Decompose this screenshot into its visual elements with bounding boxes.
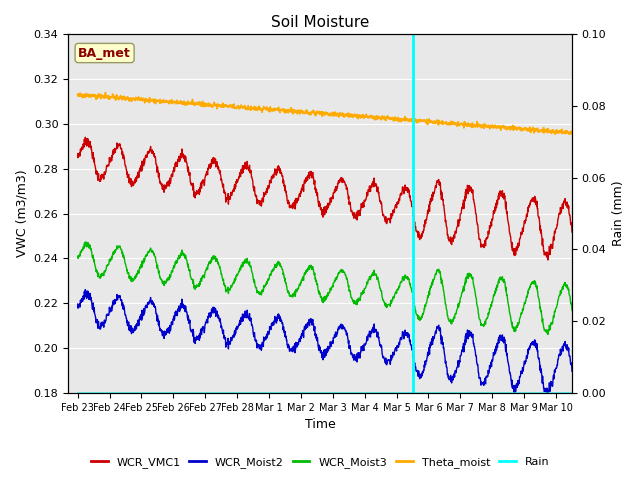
WCR_Moist2 [284,345,292,351]
Theta_moist [303,109,310,115]
WCR_VMC1 [294,196,302,202]
X-axis label: Time: Time [305,419,335,432]
Theta_moist [102,90,109,96]
Y-axis label: Rain (mm): Rain (mm) [612,181,625,246]
WCR_Moist3 [74,253,81,259]
Line: Theta_moist: Theta_moist [77,93,572,134]
WCR_Moist2 [294,341,302,347]
Rain [303,390,310,396]
WCR_VMC1 [284,201,292,206]
WCR_Moist2 [568,368,576,374]
WCR_Moist2 [544,394,552,399]
WCR_VMC1 [568,229,576,235]
Line: WCR_Moist3: WCR_Moist3 [77,242,572,335]
WCR_VMC1 [132,179,140,184]
WCR_VMC1 [74,151,81,156]
WCR_Moist3 [132,274,140,280]
Theta_moist [74,91,81,97]
WCR_Moist3 [303,268,310,274]
Theta_moist [284,107,292,112]
Rain [284,390,291,396]
Theta_moist [565,132,573,137]
WCR_Moist2 [81,287,89,292]
Line: WCR_Moist2: WCR_Moist2 [77,289,572,396]
WCR_Moist2 [132,326,140,332]
WCR_VMC1 [303,177,310,183]
Line: WCR_VMC1: WCR_VMC1 [77,137,572,260]
WCR_Moist3 [284,289,292,295]
Rain [294,390,301,396]
WCR_VMC1 [81,134,89,140]
WCR_Moist3 [113,247,120,252]
WCR_Moist3 [568,308,576,313]
WCR_Moist2 [303,324,310,330]
Y-axis label: VWC (m3/m3): VWC (m3/m3) [15,170,28,257]
Rain [355,390,363,396]
Text: BA_met: BA_met [78,47,131,60]
Theta_moist [568,130,576,135]
Legend: WCR_VMC1, WCR_Moist2, WCR_Moist3, Theta_moist, Rain: WCR_VMC1, WCR_Moist2, WCR_Moist3, Theta_… [86,452,554,472]
WCR_VMC1 [544,257,552,263]
WCR_Moist2 [113,297,120,303]
Rain [112,390,120,396]
WCR_Moist2 [74,301,81,307]
Theta_moist [132,96,140,102]
Theta_moist [294,109,302,115]
WCR_Moist3 [81,239,89,245]
WCR_VMC1 [355,209,363,215]
WCR_VMC1 [113,146,120,152]
Title: Soil Moisture: Soil Moisture [271,15,369,30]
WCR_Moist3 [355,296,363,301]
WCR_Moist3 [544,332,552,337]
Rain [568,390,576,396]
Rain [132,390,140,396]
Theta_moist [113,94,120,100]
Rain [74,390,81,396]
WCR_Moist2 [355,351,363,357]
WCR_Moist3 [294,286,302,292]
Theta_moist [355,112,363,118]
